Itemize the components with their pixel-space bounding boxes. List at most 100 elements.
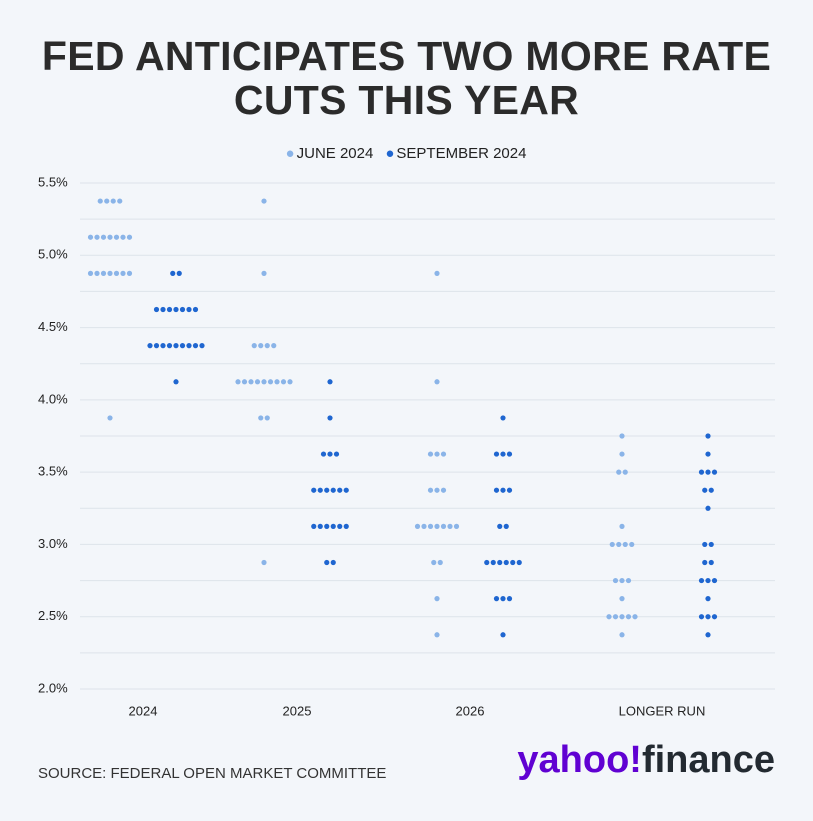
legend-label: SEPTEMBER 2024 <box>396 145 526 162</box>
dot <box>447 523 453 529</box>
dot <box>440 451 447 457</box>
dot <box>622 469 628 475</box>
dot <box>437 559 443 566</box>
dot <box>110 198 116 204</box>
y-tick-label: 4.0% <box>38 391 68 406</box>
legend: ● JUNE 2024 ● SEPTEMBER 2024 <box>286 145 527 162</box>
dot <box>702 559 708 566</box>
dot <box>619 614 625 620</box>
dot <box>619 632 625 638</box>
dot <box>616 469 622 475</box>
dot <box>625 577 632 584</box>
dot <box>337 523 343 529</box>
dot <box>287 379 293 385</box>
dot <box>179 343 186 349</box>
dot <box>711 614 718 620</box>
dot <box>506 596 513 602</box>
dot <box>104 198 110 204</box>
dot <box>698 469 705 475</box>
dot <box>510 559 516 566</box>
dot <box>705 577 711 584</box>
dot <box>274 379 280 385</box>
y-tick-label: 4.5% <box>38 319 68 334</box>
x-tick-label: LONGER RUN <box>619 703 706 718</box>
dot <box>500 487 506 493</box>
dot <box>186 306 192 313</box>
logo: yahoo!finance <box>517 739 775 781</box>
dot <box>619 451 625 457</box>
dot <box>434 270 440 276</box>
dot <box>166 306 173 313</box>
dot <box>484 559 490 566</box>
dot <box>612 614 619 620</box>
dot <box>267 379 274 385</box>
y-tick-label: 5.0% <box>38 247 68 262</box>
dot <box>280 379 287 385</box>
dot <box>503 523 509 529</box>
chart-title: FED ANTICIPATES TWO MORE RATE CUTS THIS … <box>41 33 772 123</box>
dot <box>192 306 199 313</box>
legend-marker: ● <box>385 145 394 162</box>
dot <box>503 559 509 566</box>
dot <box>625 614 632 620</box>
dot <box>173 343 179 349</box>
dot <box>248 379 254 385</box>
dot <box>490 559 496 566</box>
dot <box>261 559 267 566</box>
dot <box>414 523 421 529</box>
dot <box>705 469 711 475</box>
dot <box>705 451 711 457</box>
dot <box>421 523 427 529</box>
dot <box>120 270 126 276</box>
dot <box>153 343 160 349</box>
dot <box>311 487 317 493</box>
dot <box>241 379 248 385</box>
dot <box>453 523 460 529</box>
y-tick-label: 2.5% <box>38 608 68 623</box>
dot <box>427 451 434 457</box>
dot <box>497 559 503 566</box>
dot <box>609 541 615 548</box>
dot <box>506 487 513 493</box>
dot <box>431 559 437 566</box>
dot <box>702 487 708 493</box>
dot <box>500 596 506 602</box>
dot <box>160 306 166 313</box>
dot <box>261 379 267 385</box>
dot <box>126 234 133 240</box>
dot <box>333 451 340 457</box>
dot <box>107 234 113 240</box>
dot <box>94 234 100 240</box>
dot <box>434 451 440 457</box>
legend-marker: ● <box>286 145 295 162</box>
dot <box>343 487 349 493</box>
dot <box>622 541 628 548</box>
dot <box>708 541 714 548</box>
dot <box>619 577 625 584</box>
dot <box>619 596 625 602</box>
dot <box>117 198 123 204</box>
dot <box>251 343 257 349</box>
dot <box>173 379 179 385</box>
dot <box>327 415 333 421</box>
dot <box>179 306 186 313</box>
dot <box>192 343 199 349</box>
dot <box>87 270 94 276</box>
dot <box>264 343 270 349</box>
dot <box>327 379 333 385</box>
logo-second: finance <box>642 739 775 781</box>
dot <box>199 343 205 349</box>
dot <box>698 577 705 584</box>
dot <box>153 306 160 313</box>
dot <box>176 270 182 276</box>
dot <box>705 596 711 602</box>
dot <box>126 270 133 276</box>
dot <box>324 559 330 566</box>
dot <box>493 451 500 457</box>
dot <box>100 234 107 240</box>
logo-first: yahoo! <box>517 739 642 781</box>
dot <box>235 379 241 385</box>
dot <box>317 487 323 493</box>
dot <box>311 523 317 529</box>
dot <box>616 541 622 548</box>
